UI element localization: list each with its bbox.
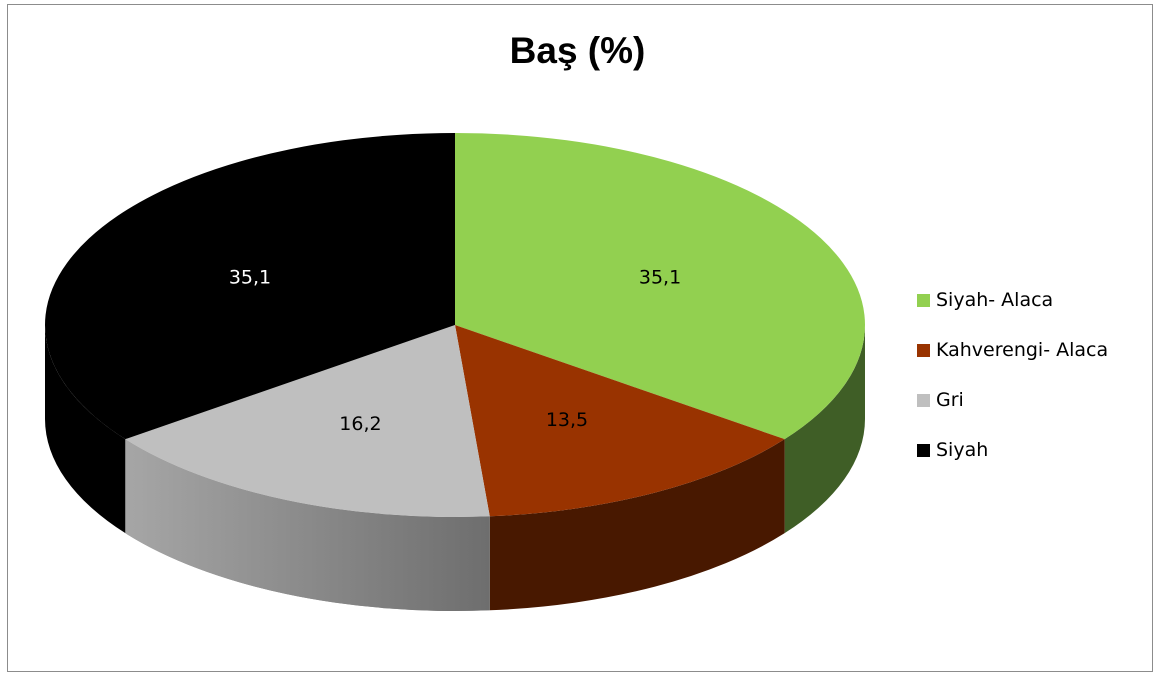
pie-slice-side-shade: [125, 439, 490, 612]
legend-item: Gri: [917, 388, 1108, 412]
chart-title: Baş (%): [509, 30, 646, 71]
data-label: 16,2: [339, 413, 381, 435]
legend-item: Kahverengi- Alaca: [917, 338, 1108, 362]
pie-slice: [455, 133, 866, 440]
data-label: 35,1: [229, 267, 271, 289]
pie-slice: [455, 325, 785, 517]
pie-slice-side: [784, 325, 865, 534]
legend-swatch: [917, 343, 930, 357]
legend-swatch: [917, 293, 930, 307]
legend-label: Siyah: [936, 439, 989, 461]
data-label: 35,1: [639, 267, 681, 289]
data-label: 13,5: [546, 409, 588, 431]
legend-item: Siyah- Alaca: [917, 288, 1108, 312]
legend-swatch: [917, 443, 930, 457]
pie-slice-side: [489, 439, 785, 611]
legend-label: Siyah- Alaca: [936, 289, 1054, 311]
pie-slice: [125, 325, 490, 518]
legend: Siyah- Alaca Kahverengi- Alaca Gri Siyah: [917, 288, 1108, 488]
legend-item: Siyah: [917, 438, 1108, 462]
legend-label: Gri: [936, 389, 964, 411]
pie-slice-side: [44, 325, 126, 534]
legend-label: Kahverengi- Alaca: [936, 339, 1109, 361]
legend-swatch: [917, 393, 930, 407]
pie-slice: [44, 133, 455, 440]
